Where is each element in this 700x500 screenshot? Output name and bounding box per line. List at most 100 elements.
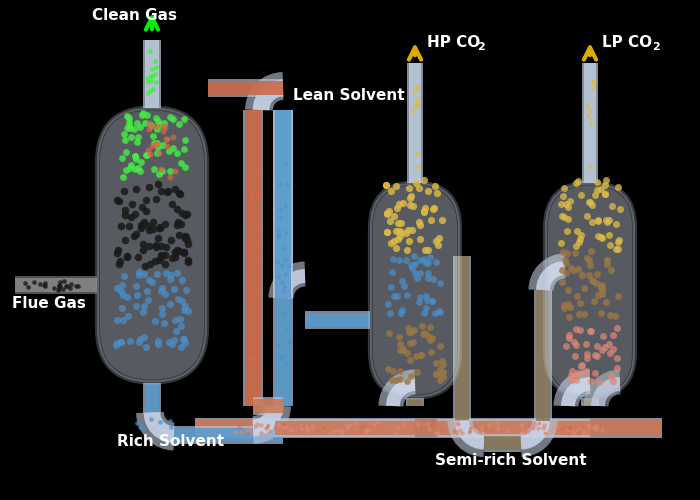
Point bbox=[173, 247, 184, 255]
Point bbox=[249, 422, 260, 430]
Point bbox=[575, 362, 587, 370]
Point bbox=[426, 348, 437, 356]
Point bbox=[424, 323, 435, 331]
Point bbox=[380, 181, 391, 189]
Point bbox=[360, 426, 372, 434]
Point bbox=[405, 356, 416, 364]
Point bbox=[570, 372, 581, 380]
Point bbox=[253, 192, 264, 200]
Point bbox=[592, 216, 603, 224]
Point bbox=[430, 237, 442, 245]
Point bbox=[124, 124, 135, 132]
Point bbox=[62, 282, 73, 290]
Point bbox=[599, 190, 610, 198]
Point bbox=[426, 216, 437, 224]
Point bbox=[252, 420, 263, 428]
Point bbox=[150, 57, 161, 65]
Point bbox=[560, 260, 571, 268]
Point bbox=[173, 120, 184, 128]
Point bbox=[572, 228, 583, 235]
Point bbox=[402, 246, 413, 254]
Point bbox=[559, 304, 570, 312]
Point bbox=[527, 424, 538, 432]
Point bbox=[452, 420, 463, 428]
Point bbox=[280, 270, 291, 278]
Point bbox=[435, 366, 446, 374]
Point bbox=[583, 422, 594, 430]
Point bbox=[416, 322, 428, 330]
Point bbox=[589, 370, 601, 378]
Point bbox=[146, 415, 157, 423]
Point bbox=[255, 422, 266, 430]
Point bbox=[575, 230, 586, 238]
Point bbox=[499, 426, 510, 434]
Bar bbox=[581, 398, 599, 406]
Point bbox=[603, 231, 615, 239]
Point bbox=[136, 111, 148, 119]
Point bbox=[132, 164, 143, 172]
Point bbox=[559, 184, 570, 192]
FancyBboxPatch shape bbox=[545, 182, 635, 398]
FancyBboxPatch shape bbox=[373, 186, 457, 394]
Point bbox=[272, 273, 284, 281]
Point bbox=[168, 144, 179, 152]
Point bbox=[405, 340, 416, 347]
Point bbox=[584, 198, 595, 205]
Point bbox=[575, 236, 586, 244]
Point bbox=[395, 219, 406, 227]
Point bbox=[585, 327, 596, 335]
Point bbox=[449, 428, 460, 436]
Point bbox=[600, 190, 611, 198]
Point bbox=[132, 133, 144, 141]
Bar bbox=[484, 434, 521, 452]
Bar bbox=[245, 110, 261, 406]
Point bbox=[112, 284, 123, 292]
Point bbox=[276, 262, 288, 270]
Point bbox=[611, 324, 622, 332]
Point bbox=[129, 152, 140, 160]
Point bbox=[539, 422, 550, 430]
Text: HP CO: HP CO bbox=[427, 35, 480, 50]
Point bbox=[278, 286, 289, 294]
Point bbox=[170, 248, 181, 256]
Bar bbox=[145, 40, 159, 108]
Point bbox=[389, 237, 400, 245]
Point bbox=[60, 282, 71, 290]
Point bbox=[578, 370, 589, 378]
Point bbox=[169, 316, 181, 324]
Point bbox=[148, 226, 159, 234]
Point bbox=[272, 342, 284, 349]
Point bbox=[115, 338, 126, 346]
Point bbox=[373, 420, 384, 428]
Point bbox=[137, 308, 148, 316]
Point bbox=[423, 269, 434, 277]
Point bbox=[71, 282, 82, 290]
Point bbox=[155, 242, 166, 250]
Point bbox=[135, 158, 146, 166]
Point bbox=[143, 226, 154, 234]
Point bbox=[556, 426, 567, 434]
Point bbox=[581, 212, 592, 220]
Point bbox=[410, 102, 421, 110]
Point bbox=[607, 344, 618, 352]
Point bbox=[411, 100, 422, 108]
Point bbox=[596, 281, 607, 289]
Point bbox=[176, 209, 188, 217]
Point bbox=[582, 421, 594, 429]
Point bbox=[381, 210, 392, 218]
Point bbox=[427, 206, 438, 214]
Point bbox=[402, 226, 414, 234]
Point bbox=[143, 126, 154, 134]
Point bbox=[562, 286, 573, 294]
Point bbox=[293, 426, 304, 434]
Point bbox=[152, 270, 163, 278]
Point bbox=[176, 297, 187, 305]
Point bbox=[435, 342, 446, 350]
Point bbox=[145, 48, 156, 56]
Point bbox=[564, 423, 575, 431]
Point bbox=[52, 286, 64, 294]
Point bbox=[469, 422, 480, 430]
Point bbox=[412, 84, 423, 92]
Point bbox=[149, 70, 160, 78]
Point bbox=[179, 210, 190, 218]
